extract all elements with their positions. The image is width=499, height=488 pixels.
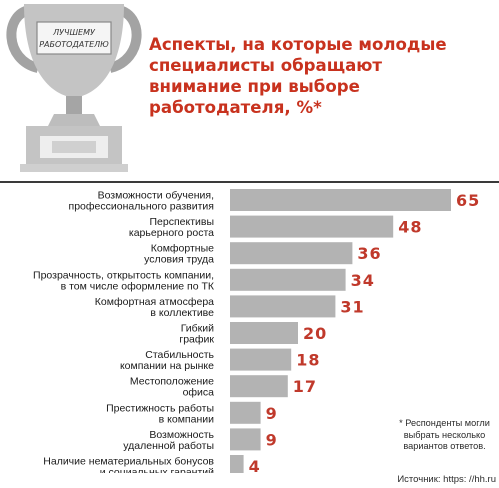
trophy-stem: [66, 96, 82, 114]
bar-5: [230, 295, 336, 318]
trophy-plinth: [20, 164, 128, 172]
bar-8: [230, 375, 288, 398]
bar-value-label: 18: [296, 351, 320, 370]
category-label: карьерного роста: [129, 227, 214, 239]
category-label: Перспективы: [149, 216, 214, 228]
category-label: Возможность: [149, 429, 214, 441]
footnote: * Респонденты могли выбрать несколько ва…: [399, 418, 490, 451]
category-label: Наличие нематериальных бонусов: [43, 456, 214, 468]
category-label: Стабильность: [145, 349, 214, 361]
trophy-label-plate: [36, 21, 112, 55]
category-label: в коллективе: [150, 307, 214, 319]
category-label: профессионального развития: [69, 201, 214, 213]
chart-title-line-3: внимание при выборе: [149, 77, 360, 96]
bar-10: [230, 428, 261, 451]
bar-2: [230, 215, 394, 238]
bar-value-label: 9: [266, 430, 278, 449]
bar-value-label: 48: [398, 218, 422, 237]
category-label: удаленной работы: [123, 440, 214, 452]
chart-title-line-2: специалисты обращают: [149, 56, 383, 75]
category-label: Местоположение: [130, 376, 214, 388]
category-label: Прозрачность, открытость компании,: [33, 269, 214, 281]
category-label: Возможности обучения,: [98, 190, 214, 202]
bar-1: [230, 189, 451, 211]
bar-value-label: 20: [303, 324, 327, 343]
bar-value-label: 17: [293, 377, 317, 396]
bar-7: [230, 348, 292, 371]
bar-value-label: 36: [357, 244, 381, 263]
category-label: график: [179, 334, 214, 346]
category-label: Престижность работы: [106, 402, 214, 414]
category-label: Гибкий: [181, 323, 214, 335]
source-note: Источник: https: //hh.ru: [397, 474, 496, 485]
trophy-illustration: ЛУЧШЕМУ РАБОТОДАТЕЛЮ: [6, 4, 142, 172]
bar-value-label: 9: [266, 404, 278, 423]
category-label: и социальных гарантий: [100, 467, 214, 474]
bar-chart: 65 Возможности обучения,профессионального…: [33, 189, 480, 474]
trophy-right-handle-icon: [108, 5, 142, 73]
category-label: компании на рынке: [120, 360, 214, 372]
chart-title-line-1: Аспекты, на которые молодые: [149, 35, 447, 54]
bar-9: [230, 401, 261, 424]
category-label: условия труда: [144, 254, 214, 266]
chart-title: Аспекты, на которые молодые специалисты …: [149, 34, 494, 118]
category-label: офиса: [183, 387, 215, 399]
category-label: Комфортные: [151, 243, 214, 255]
bar-3: [230, 242, 353, 265]
bar-value-label: 34: [351, 271, 375, 290]
trophy-left-handle-icon: [6, 5, 40, 73]
trophy-label-line-1: ЛУЧШЕМУ: [52, 28, 96, 37]
bar-6: [230, 322, 298, 344]
trophy-base-plaque-inner: [52, 141, 96, 153]
category-label: Комфортная атмосфера: [95, 296, 214, 308]
bar-value-label: 65: [456, 191, 480, 210]
bar-11: [230, 455, 244, 473]
bar-4: [230, 268, 346, 291]
divider-line: [0, 181, 499, 183]
chart-title-line-4: работодателя, %*: [149, 98, 322, 117]
bar-value-label: 31: [340, 297, 364, 316]
bar-value-label: 4: [249, 457, 261, 473]
trophy-label-line-2: РАБОТОДАТЕЛЮ: [39, 40, 109, 49]
trophy-knot: [48, 114, 100, 126]
category-label: в том числе оформление по ТК: [61, 280, 215, 292]
category-label: в компании: [159, 413, 214, 425]
